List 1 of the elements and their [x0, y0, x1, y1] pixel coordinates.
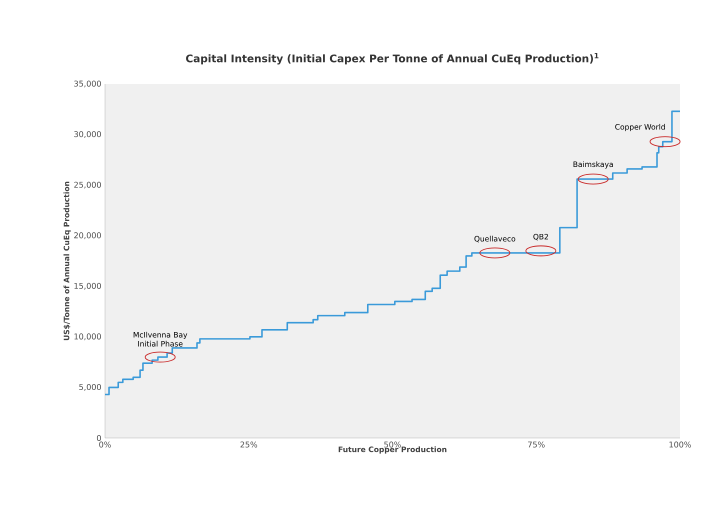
chart-title: Capital Intensity (Initial Capex Per Tonne of Annual CuEq Production)$^{1}$ [186, 52, 598, 64]
